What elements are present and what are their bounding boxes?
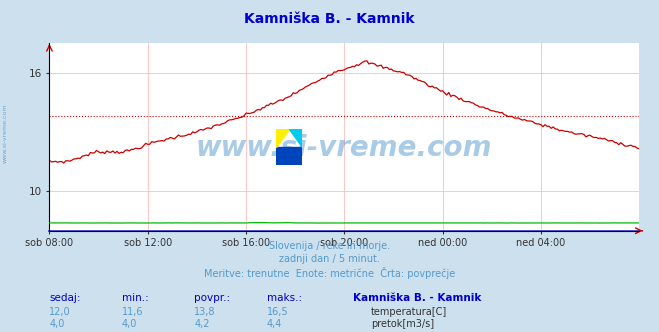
Text: 13,8: 13,8 (194, 307, 216, 317)
Text: www.si-vreme.com: www.si-vreme.com (196, 134, 492, 162)
Text: 4,2: 4,2 (194, 319, 210, 329)
Text: Slovenija / reke in morje.: Slovenija / reke in morje. (269, 241, 390, 251)
Text: povpr.:: povpr.: (194, 293, 231, 303)
Text: Meritve: trenutne  Enote: metrične  Črta: povprečje: Meritve: trenutne Enote: metrične Črta: … (204, 267, 455, 279)
Text: 16,5: 16,5 (267, 307, 289, 317)
Text: Kamniška B. - Kamnik: Kamniška B. - Kamnik (244, 12, 415, 26)
Text: 4,4: 4,4 (267, 319, 282, 329)
Text: 4,0: 4,0 (122, 319, 137, 329)
Polygon shape (289, 128, 302, 147)
Text: 4,0: 4,0 (49, 319, 65, 329)
Text: 12,0: 12,0 (49, 307, 71, 317)
Text: zadnji dan / 5 minut.: zadnji dan / 5 minut. (279, 254, 380, 264)
Text: www.si-vreme.com: www.si-vreme.com (3, 103, 8, 163)
Polygon shape (277, 147, 302, 165)
Text: Kamniška B. - Kamnik: Kamniška B. - Kamnik (353, 293, 481, 303)
Polygon shape (277, 128, 289, 147)
Text: 11,6: 11,6 (122, 307, 144, 317)
Text: min.:: min.: (122, 293, 149, 303)
Text: temperatura[C]: temperatura[C] (371, 307, 447, 317)
Text: sedaj:: sedaj: (49, 293, 81, 303)
Text: pretok[m3/s]: pretok[m3/s] (371, 319, 434, 329)
Text: maks.:: maks.: (267, 293, 302, 303)
